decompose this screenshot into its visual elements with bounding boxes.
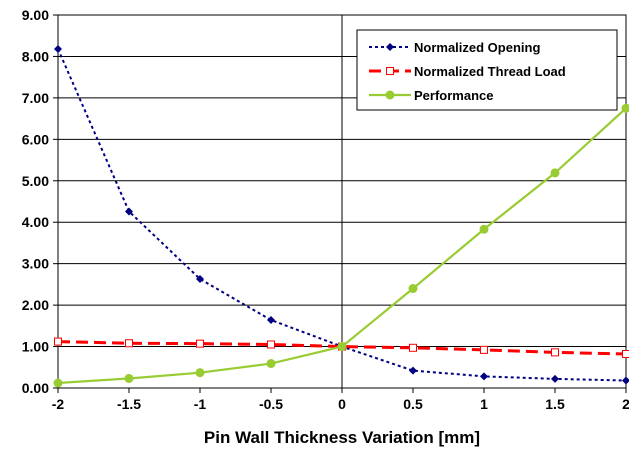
legend: Normalized Opening Normalized Thread Load… <box>356 29 618 111</box>
legend-marker-normalized-thread-load <box>386 67 394 75</box>
performance-point <box>550 168 560 178</box>
series-performance <box>53 103 629 388</box>
normalized-thread-load-point <box>409 343 417 352</box>
x-tick-label: -0.5 <box>259 396 283 412</box>
y-tick-label: 9.00 <box>22 7 49 23</box>
legend-label-performance: Performance <box>414 88 493 103</box>
axes <box>53 14 627 393</box>
y-tick-label: 4.00 <box>22 214 49 230</box>
normalized-opening-point <box>125 207 133 216</box>
y-tick-labels: 0.00 1.00 2.00 3.00 4.00 5.00 6.00 7.00 8.00 9.00 <box>22 7 49 396</box>
x-tick-label: 0 <box>338 396 346 412</box>
normalized-opening-point <box>196 275 204 284</box>
series-group <box>53 44 629 388</box>
performance-point <box>266 359 276 369</box>
normalized-thread-load-point <box>54 337 62 346</box>
y-tick-label: 2.00 <box>22 297 49 313</box>
y-tick-label: 7.00 <box>22 90 49 106</box>
x-axis-title: Pin Wall Thickness Variation [mm] <box>204 428 480 447</box>
legend-marker-normalized-opening <box>386 43 394 51</box>
y-tick-label: 0.00 <box>22 380 49 396</box>
performance-point <box>621 103 629 113</box>
normalized-thread-load-point <box>267 340 275 349</box>
normalized-opening-point <box>622 376 629 385</box>
normalized-opening-point <box>551 374 559 383</box>
x-tick-labels: -2 -1.5 -1 -0.5 0 0.5 1 1.5 2 <box>52 396 629 412</box>
x-tick-label: -1.5 <box>117 396 141 412</box>
performance-point <box>479 224 489 234</box>
x-tick-label: 2 <box>622 396 629 412</box>
performance-point <box>195 368 205 378</box>
normalized-thread-load-point <box>622 350 629 359</box>
x-tick-label: 1.5 <box>545 396 565 412</box>
x-tick-label: 0.5 <box>403 396 423 412</box>
legend-label-normalized-thread-load: Normalized Thread Load <box>414 64 566 79</box>
performance-point <box>53 378 63 388</box>
y-tick-label: 8.00 <box>22 48 49 64</box>
normalized-thread-load-point <box>480 345 488 354</box>
x-tick-label: -2 <box>52 396 65 412</box>
y-tick-label: 6.00 <box>22 131 49 147</box>
legend-marker-performance <box>385 90 395 100</box>
legend-box <box>356 29 618 111</box>
x-tick-label: 1 <box>480 396 488 412</box>
legend-label-normalized-opening: Normalized Opening <box>414 40 540 55</box>
normalized-opening-point <box>267 316 275 325</box>
x-tick-label: -1 <box>194 396 207 412</box>
normalized-opening-point <box>409 366 417 375</box>
normalized-thread-load-point <box>125 339 133 348</box>
normalized-opening-point <box>54 44 62 53</box>
normalized-thread-load-point <box>551 348 559 357</box>
normalized-thread-load-line <box>57 340 627 356</box>
performance-point <box>124 373 134 383</box>
y-tick-label: 3.00 <box>22 256 49 272</box>
y-tick-label: 5.00 <box>22 173 49 189</box>
normalized-opening-point <box>480 372 488 381</box>
performance-point <box>337 342 347 352</box>
normalized-thread-load-point <box>196 339 204 348</box>
y-tick-label: 1.00 <box>22 339 49 355</box>
performance-point <box>408 284 418 294</box>
